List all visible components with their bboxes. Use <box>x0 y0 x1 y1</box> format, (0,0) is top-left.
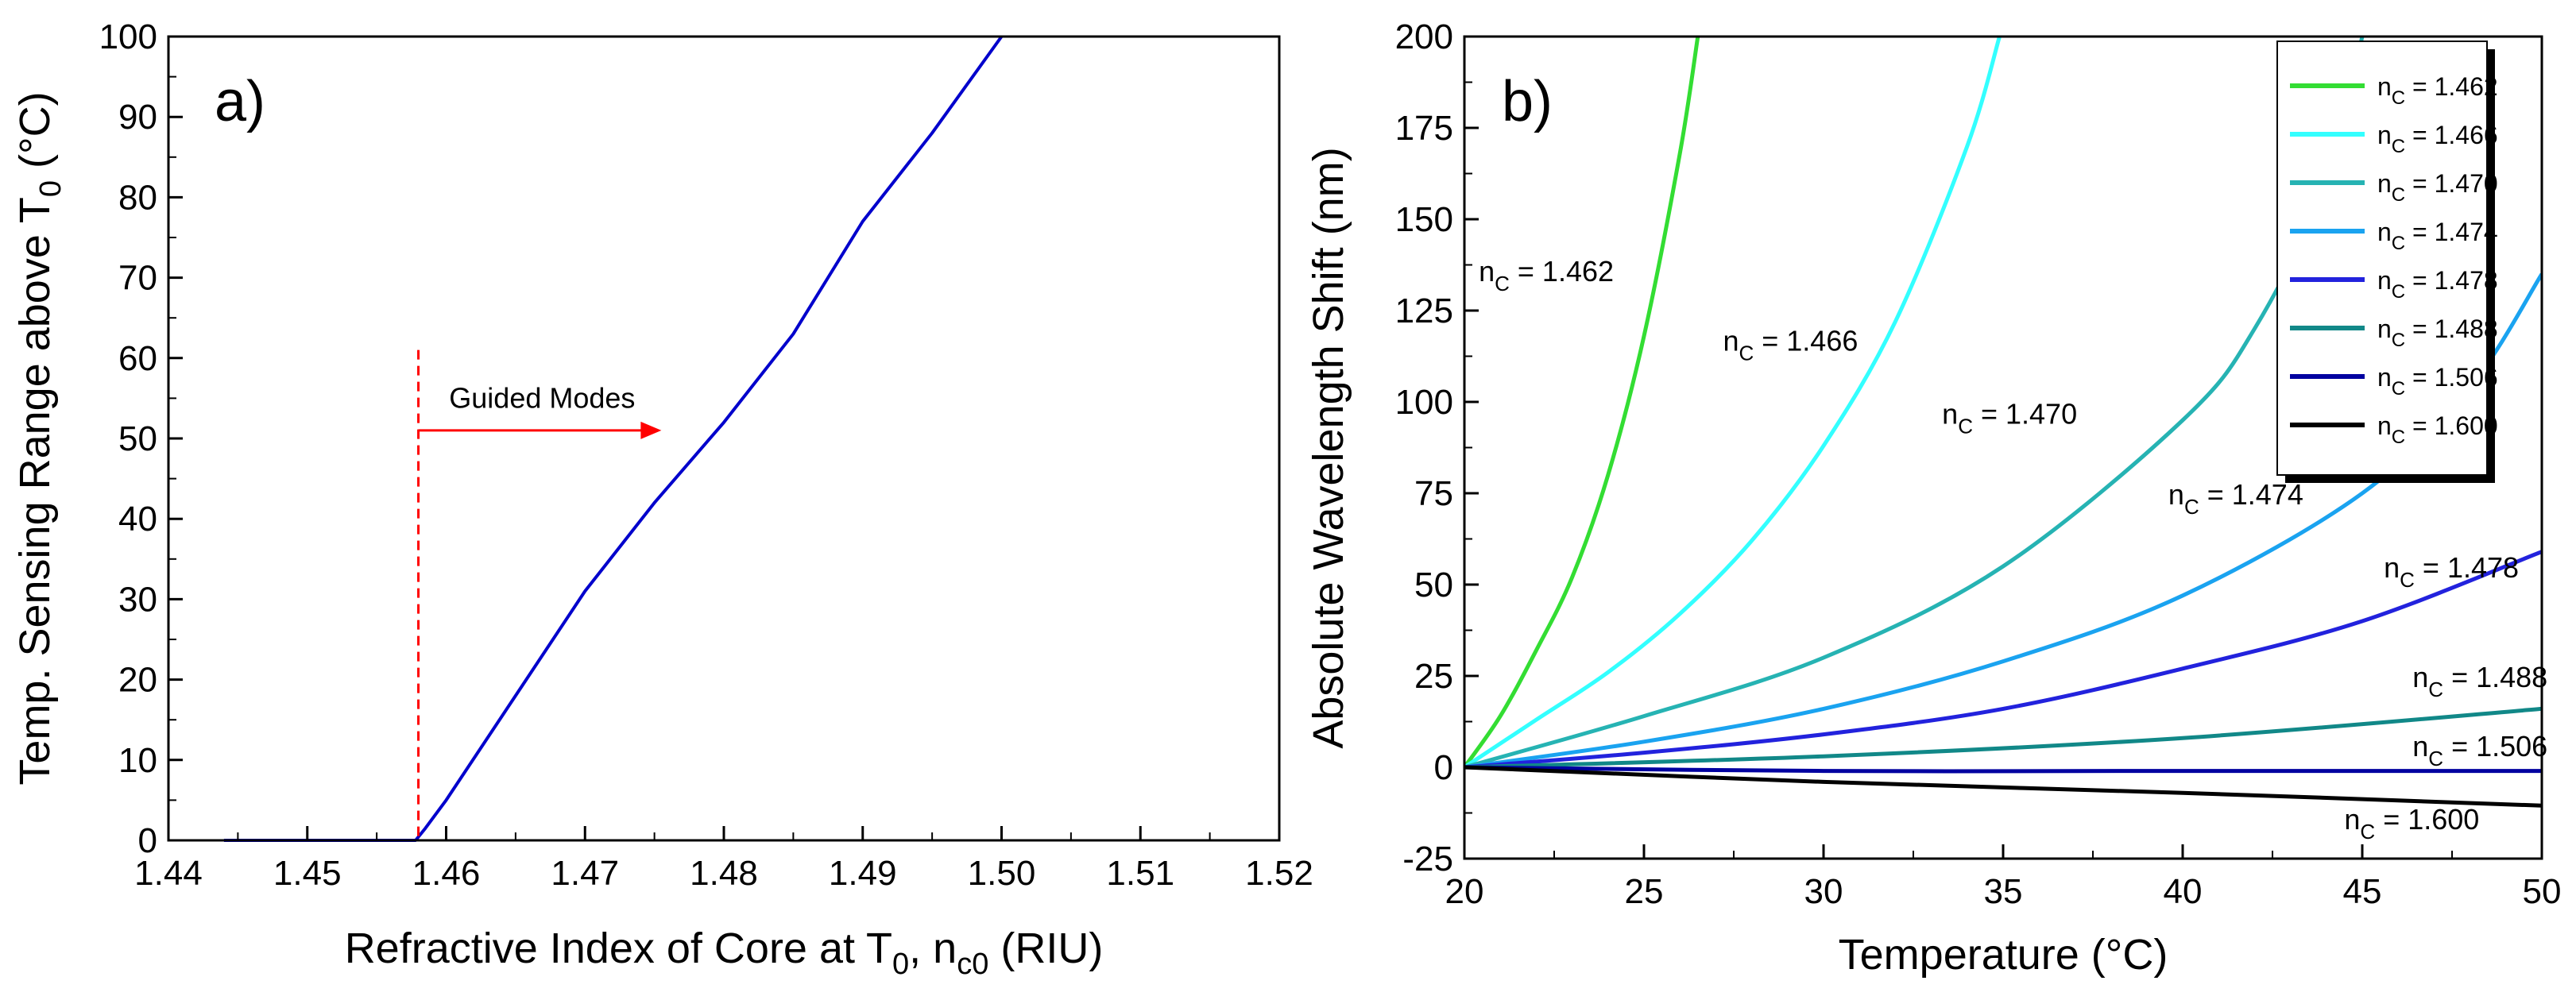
y-tick-label: 0 <box>1434 748 1453 787</box>
series-curve <box>1464 37 1700 769</box>
series-curve <box>1464 37 2002 770</box>
x-tick-label: 50 <box>2523 872 2562 911</box>
y-tick-label: -25 <box>1402 840 1453 878</box>
curve-annotation: nC = 1.466 <box>1723 325 1858 365</box>
curve-annotation: nC = 1.462 <box>1479 255 1614 295</box>
y-tick-label: 70 <box>118 259 157 298</box>
panel-a-y-ticks: 0 10 20 30 40 50 60 70 80 90 100 <box>99 17 183 860</box>
y-tick-label: 100 <box>99 17 157 56</box>
y-tick-label: 80 <box>118 178 157 217</box>
series-curve <box>1464 706 2542 770</box>
legend-box <box>2276 41 2488 476</box>
x-tick-label: 25 <box>1625 872 1664 911</box>
y-tick-label: 75 <box>1414 474 1453 513</box>
y-tick-label: 50 <box>118 419 157 458</box>
y-tick-label: 60 <box>118 339 157 378</box>
y-tick-label: 40 <box>118 500 157 539</box>
panel-b-label: b) <box>1502 70 1553 133</box>
series-curve <box>1464 765 2542 808</box>
y-tick-label: 150 <box>1395 200 1453 239</box>
panel-a-annotation-guided-modes: Guided Modes <box>449 381 635 414</box>
panel-b-x-axis-label: Temperature (°C) <box>1839 931 2168 979</box>
panel-a-x-ticks: 1.44 1.45 1.46 1.47 1.48 1.49 1.50 1.51 1.52 <box>134 826 1313 893</box>
x-tick-label: 1.48 <box>690 854 758 893</box>
legend-entry: nC = 1.506 <box>2377 363 2498 400</box>
y-tick-label: 100 <box>1395 383 1453 422</box>
x-tick-label: 30 <box>1804 872 1843 911</box>
x-tick-label: 1.45 <box>273 854 342 893</box>
panel-b-legend: nC = 1.462 nC = 1.466 nC = 1.470 nC = 1.474… <box>2276 41 2498 483</box>
panel-a: 1.44 1.45 1.46 1.47 1.48 1.49 1.50 1.51 1.52 0 10… <box>11 17 1313 981</box>
curve-annotation: nC = 1.506 <box>2412 730 2547 770</box>
y-tick-label: 50 <box>1414 566 1453 604</box>
legend-entry: nC = 1.600 <box>2377 411 2498 448</box>
x-tick-label: 45 <box>2343 872 2382 911</box>
legend-entry: nC = 1.474 <box>2377 218 2498 254</box>
y-tick-label: 0 <box>138 821 157 860</box>
y-tick-label: 90 <box>118 98 157 137</box>
y-tick-label: 20 <box>118 661 157 700</box>
x-tick-label: 20 <box>1445 872 1484 911</box>
panel-a-y-axis-label: Temp. Sensing Range above T0 (°C) <box>11 91 68 785</box>
legend-entry: nC = 1.462 <box>2377 72 2498 109</box>
curve-annotation: nC = 1.600 <box>2344 803 2479 844</box>
x-tick-label: 40 <box>2164 872 2203 911</box>
panel-a-x-axis-label: Refractive Index of Core at T0, nc0 (RIU… <box>345 925 1104 981</box>
x-tick-label: 35 <box>1984 872 2023 911</box>
y-tick-label: 10 <box>118 741 157 780</box>
panel-b-y-axis-label: Absolute Wavelength Shift (nm) <box>1305 147 1352 748</box>
y-tick-label: 175 <box>1395 109 1453 148</box>
legend-entry: nC = 1.488 <box>2377 315 2498 351</box>
y-tick-label: 200 <box>1395 17 1453 56</box>
y-tick-label: 30 <box>118 580 157 619</box>
legend-entry: nC = 1.478 <box>2377 266 2498 303</box>
panel-b-x-ticks: 20 25 30 35 40 45 50 <box>1445 844 2562 911</box>
x-tick-label: 1.50 <box>968 854 1036 893</box>
panel-b: 20 25 30 35 40 45 50 -25 0 25 50 75 100 125 150 175 200… <box>1305 17 2561 979</box>
x-tick-label: 1.44 <box>134 854 203 893</box>
y-tick-label: 125 <box>1395 292 1453 330</box>
series-curve <box>1464 550 2542 770</box>
y-tick-label: 25 <box>1414 657 1453 696</box>
panel-b-plot-area <box>1464 37 2542 808</box>
x-tick-label: 1.52 <box>1245 854 1313 893</box>
legend-items: nC = 1.462 nC = 1.466 nC = 1.470 nC = 1.474… <box>2290 72 2498 448</box>
x-tick-label: 1.46 <box>412 854 481 893</box>
legend-entry: nC = 1.466 <box>2377 121 2498 157</box>
curve-annotation: nC = 1.474 <box>2168 478 2303 519</box>
curve-annotation: nC = 1.478 <box>2384 551 2519 592</box>
x-tick-label: 1.51 <box>1106 854 1174 893</box>
panel-b-y-ticks: -25 0 25 50 75 100 125 150 175 200 <box>1395 17 1479 878</box>
x-tick-label: 1.49 <box>829 854 897 893</box>
panel-a-label: a) <box>215 70 265 133</box>
panel-b-curves <box>1464 37 2542 808</box>
series-curve <box>1464 765 2542 774</box>
legend-entry: nC = 1.470 <box>2377 169 2498 206</box>
curve-annotation: nC = 1.470 <box>1942 398 2077 438</box>
panel-b-curve-annotations: nC = 1.462 nC = 1.466 nC = 1.470 nC = 1.474… <box>1479 255 2547 844</box>
curve-annotation: nC = 1.488 <box>2412 661 2547 701</box>
x-tick-label: 1.47 <box>551 854 619 893</box>
arrow-head <box>640 421 662 439</box>
